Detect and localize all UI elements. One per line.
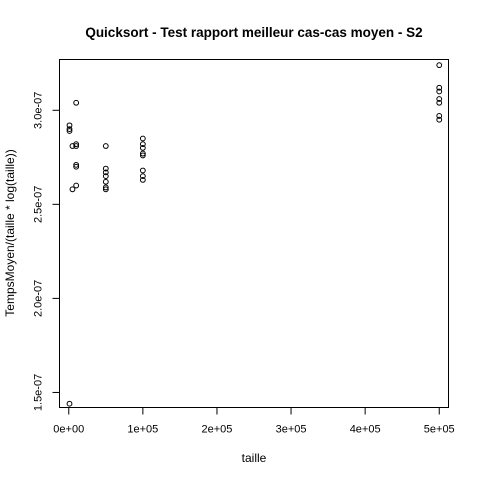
y-tick-label: 2.5e-07 (33, 186, 45, 223)
data-point (102, 178, 109, 185)
data-point (436, 113, 443, 119)
chart-title: Quicksort - Test rapport meilleur cas-ca… (85, 25, 422, 40)
y-tick-label: 2.0e-07 (33, 280, 45, 317)
x-tick-label: 0e+00 (53, 424, 84, 436)
data-point (102, 173, 109, 180)
data-point (66, 128, 73, 134)
data-point (436, 96, 443, 102)
x-tick-label: 3e+05 (276, 424, 307, 436)
x-axis-label: taille (242, 451, 267, 465)
data-point (436, 99, 443, 106)
data-point (73, 99, 80, 106)
x-tick-label: 2e+05 (201, 424, 232, 436)
y-axis-label: TempsMoyen/(taille * log(taille)) (3, 149, 17, 316)
data-point (139, 152, 146, 159)
data-point (139, 150, 146, 157)
x-axis: 0e+00 1e+05 2e+05 3e+05 4e+05 5e+05 (53, 407, 455, 436)
data-point (73, 161, 80, 168)
data-point (139, 176, 146, 183)
data-points (66, 62, 443, 407)
data-point (436, 88, 443, 95)
data-point (102, 184, 109, 191)
data-point (436, 62, 443, 69)
x-tick-label: 1e+05 (127, 424, 158, 436)
data-point (139, 135, 146, 142)
data-point (139, 167, 146, 174)
y-tick-label: 3.0e-07 (33, 92, 45, 129)
data-point (73, 163, 80, 170)
data-point (102, 165, 109, 172)
y-tick-label: 1.5e-07 (33, 374, 45, 411)
data-point (102, 186, 109, 193)
y-axis: 1.5e-07 2.0e-07 2.5e-07 3.0e-07 (33, 92, 60, 411)
data-point (73, 182, 80, 189)
data-point (66, 400, 73, 407)
data-point (66, 122, 73, 129)
data-point (102, 143, 109, 149)
x-tick-label: 4e+05 (350, 424, 381, 436)
data-point (66, 126, 73, 133)
data-point (73, 143, 80, 149)
data-point (73, 141, 80, 148)
data-point (436, 84, 443, 91)
data-point (139, 145, 146, 151)
data-point (139, 141, 146, 148)
plot-frame (59, 59, 449, 408)
data-point (139, 173, 146, 180)
data-point (102, 169, 109, 176)
x-tick-label: 5e+05 (424, 424, 455, 436)
data-point (69, 186, 76, 193)
data-point (436, 116, 443, 123)
